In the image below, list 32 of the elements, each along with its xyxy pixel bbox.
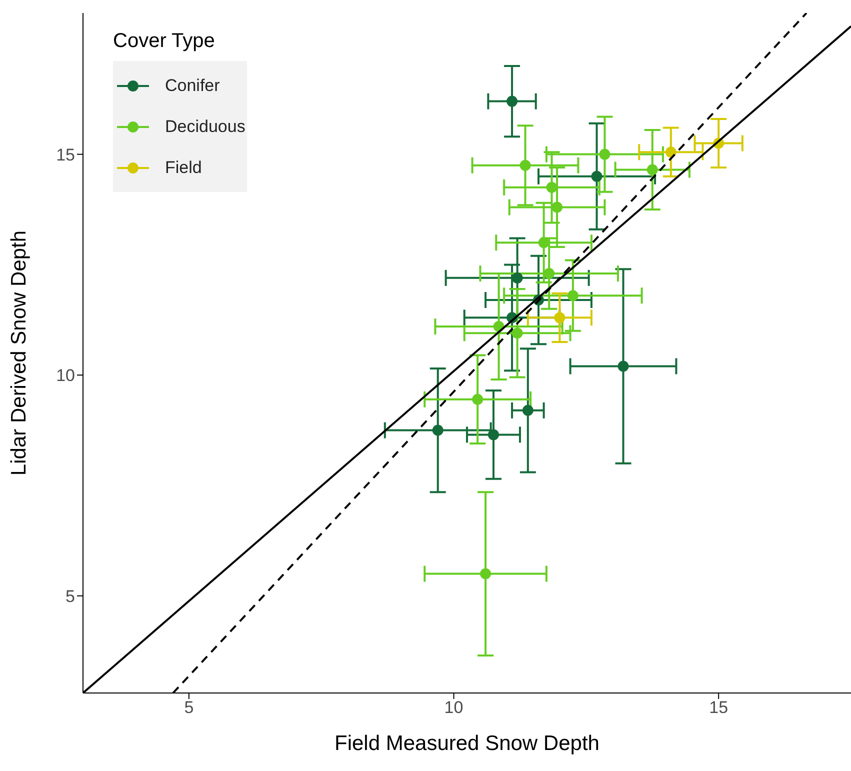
point bbox=[646, 164, 658, 176]
point bbox=[522, 404, 534, 416]
point bbox=[554, 312, 566, 324]
legend-label: Deciduous bbox=[165, 116, 246, 136]
legend-label: Field bbox=[165, 158, 202, 178]
point bbox=[520, 160, 531, 171]
x-axis-title: Field Measured Snow Depth bbox=[334, 732, 600, 755]
y-axis-title: Lidar Derived Snow Depth bbox=[7, 230, 30, 476]
x-tick-label: 15 bbox=[709, 698, 728, 718]
point bbox=[432, 424, 444, 436]
point bbox=[618, 360, 629, 372]
legend-title: Cover Type bbox=[113, 30, 216, 53]
point bbox=[472, 394, 484, 405]
legend-label: Conifer bbox=[165, 76, 220, 96]
x-tick-label: 5 bbox=[184, 698, 194, 718]
point bbox=[665, 146, 676, 158]
point bbox=[512, 328, 523, 339]
point bbox=[538, 237, 550, 248]
point bbox=[488, 429, 499, 440]
point bbox=[546, 182, 558, 193]
point bbox=[544, 268, 555, 280]
point bbox=[567, 290, 578, 302]
point bbox=[506, 96, 518, 107]
y-tick-label: 15 bbox=[56, 145, 75, 164]
point bbox=[512, 272, 523, 284]
y-tick-label: 5 bbox=[66, 586, 75, 606]
point bbox=[552, 202, 563, 213]
y-tick-label: 10 bbox=[56, 366, 75, 386]
point bbox=[591, 170, 602, 182]
point bbox=[599, 148, 610, 160]
x-tick-label: 10 bbox=[444, 698, 464, 718]
point bbox=[480, 568, 492, 580]
